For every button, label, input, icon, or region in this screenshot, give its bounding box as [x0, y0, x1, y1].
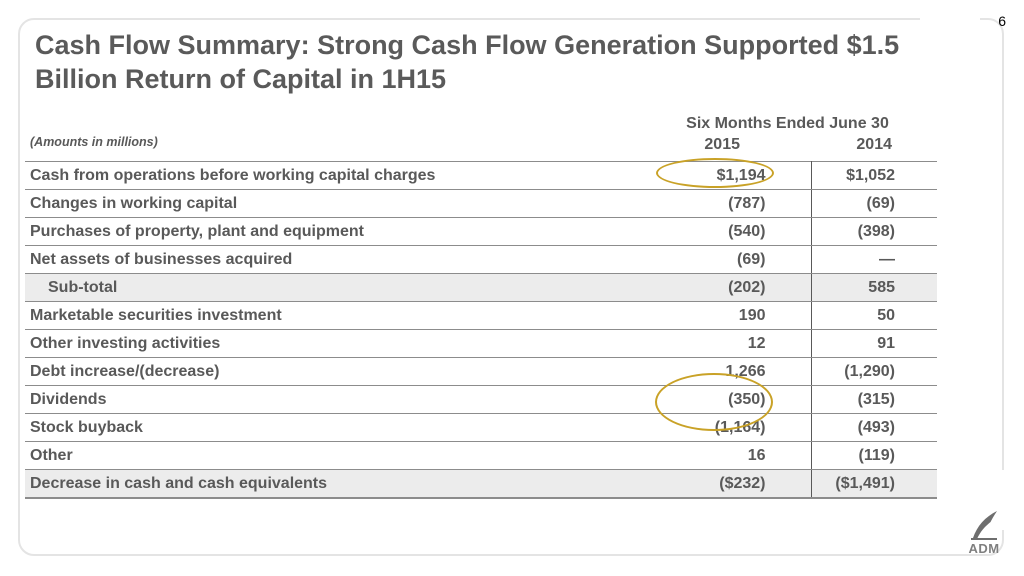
value-2014: 91: [811, 329, 937, 358]
table-row: Dividends (350) (315): [25, 385, 937, 414]
table-row: Debt increase/(decrease) 1,266 (1,290): [25, 357, 937, 386]
table-row: Other 16 (119): [25, 441, 937, 470]
page-number: 6: [998, 13, 1006, 29]
column-header-2015: 2015: [704, 136, 740, 153]
value-2014: (69): [811, 189, 937, 218]
row-label: Purchases of property, plant and equipme…: [25, 217, 656, 246]
value-2014: (493): [811, 413, 937, 442]
row-label: Sub-total: [25, 273, 656, 302]
value-2015: (540): [656, 217, 812, 246]
highlight-circle-operations: [656, 158, 774, 188]
value-2014: (398): [811, 217, 937, 246]
row-label: Stock buyback: [25, 413, 656, 442]
highlight-circle-capital-return: [655, 373, 773, 431]
row-label: Net assets of businesses acquired: [25, 245, 656, 274]
value-2015: (202): [656, 273, 812, 302]
row-label: Dividends: [25, 385, 656, 414]
cash-flow-table: Cash from operations before working capi…: [25, 161, 937, 499]
table-row: Stock buyback (1,164) (493): [25, 413, 937, 442]
units-note: (Amounts in millions): [30, 135, 158, 149]
value-2014: ($1,491): [811, 469, 937, 499]
table-row: Other investing activities 12 91: [25, 329, 937, 358]
value-2015: 12: [656, 329, 812, 358]
value-2014: 50: [811, 301, 937, 330]
table-row: Net assets of businesses acquired (69) —: [25, 245, 937, 274]
frame-gap-right: [990, 470, 1010, 530]
company-logo: ADM: [962, 508, 1006, 564]
adm-leaf-icon: [971, 511, 997, 540]
table-row: Purchases of property, plant and equipme…: [25, 217, 937, 246]
value-2014: (1,290): [811, 357, 937, 386]
row-label: Cash from operations before working capi…: [25, 161, 656, 190]
value-2014: 585: [811, 273, 937, 302]
value-2015: 16: [656, 441, 812, 470]
value-2014: $1,052: [811, 161, 937, 190]
total-row: Decrease in cash and cash equivalents ($…: [25, 469, 937, 499]
logo-text: ADM: [968, 541, 1000, 556]
value-2015: (69): [656, 245, 812, 274]
value-2015: ($232): [656, 469, 812, 499]
subtotal-row: Sub-total (202) 585: [25, 273, 937, 302]
row-label: Changes in working capital: [25, 189, 656, 218]
table-row: Changes in working capital (787) (69): [25, 189, 937, 218]
row-label: Marketable securities investment: [25, 301, 656, 330]
frame-gap-top: [920, 12, 980, 26]
row-label: Debt increase/(decrease): [25, 357, 656, 386]
slide-frame: [18, 18, 1004, 556]
value-2014: —: [811, 245, 937, 274]
value-2015: 190: [656, 301, 812, 330]
row-label: Other: [25, 441, 656, 470]
column-group-header: Six Months Ended June 30: [686, 115, 889, 132]
slide-title: Cash Flow Summary: Strong Cash Flow Gene…: [35, 30, 900, 94]
value-2014: (119): [811, 441, 937, 470]
row-label: Decrease in cash and cash equivalents: [25, 469, 656, 499]
row-label: Other investing activities: [25, 329, 656, 358]
table-row: Marketable securities investment 190 50: [25, 301, 937, 330]
value-2015: (787): [656, 189, 812, 218]
table-row: Cash from operations before working capi…: [25, 161, 937, 190]
value-2014: (315): [811, 385, 937, 414]
column-header-2014: 2014: [856, 136, 892, 153]
